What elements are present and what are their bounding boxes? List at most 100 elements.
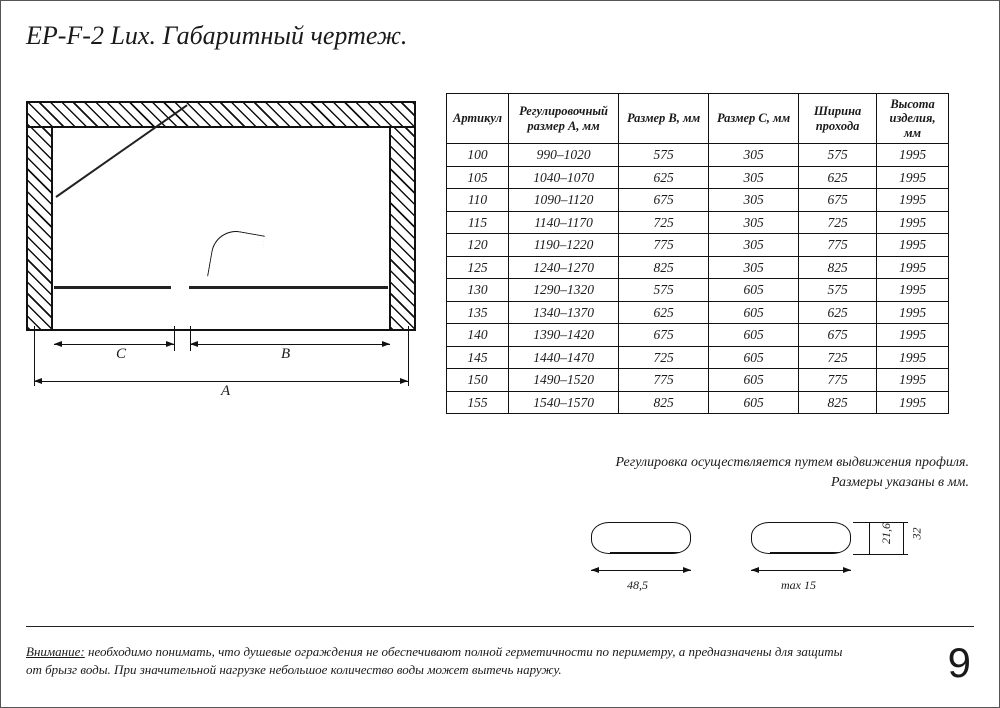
table-cell: 1240–1270 xyxy=(509,256,619,279)
col-header: Высота изделия, мм xyxy=(877,94,949,144)
table-cell: 1995 xyxy=(877,301,949,324)
table-cell: 725 xyxy=(619,346,709,369)
table-cell: 135 xyxy=(447,301,509,324)
pdim-line-1 xyxy=(591,570,691,571)
table-cell: 605 xyxy=(709,391,799,414)
table-cell: 1995 xyxy=(877,144,949,167)
table-cell: 605 xyxy=(709,369,799,392)
profile-dim-48-5: 48,5 xyxy=(627,578,648,593)
dim-ext-b xyxy=(190,326,191,351)
warning-text: Внимание: необходимо понимать, что душев… xyxy=(26,643,856,679)
dim-ext-left xyxy=(34,326,35,386)
table-cell: 575 xyxy=(619,279,709,302)
table-cell: 1995 xyxy=(877,324,949,347)
table-cell: 155 xyxy=(447,391,509,414)
col-header: Регулировочный размер А, мм xyxy=(509,94,619,144)
table-row: 1501490–15207756057751995 xyxy=(447,369,949,392)
table-cell: 305 xyxy=(709,256,799,279)
table-cell: 305 xyxy=(709,144,799,167)
table-cell: 305 xyxy=(709,166,799,189)
table-cell: 1040–1070 xyxy=(509,166,619,189)
table-row: 1051040–10706253056251995 xyxy=(447,166,949,189)
table-cell: 150 xyxy=(447,369,509,392)
table-cell: 605 xyxy=(709,324,799,347)
table-cell: 145 xyxy=(447,346,509,369)
table-cell: 1995 xyxy=(877,346,949,369)
table-cell: 305 xyxy=(709,211,799,234)
table-cell: 575 xyxy=(799,279,877,302)
table-row: 1151140–11707253057251995 xyxy=(447,211,949,234)
table-row: 1251240–12708253058251995 xyxy=(447,256,949,279)
table-cell: 825 xyxy=(619,391,709,414)
table-cell: 1995 xyxy=(877,256,949,279)
dim-ext-right xyxy=(408,326,409,386)
pdim-v1 xyxy=(869,522,870,554)
page-number: 9 xyxy=(948,639,971,687)
profile-2 xyxy=(751,522,851,554)
table-cell: 120 xyxy=(447,234,509,257)
table-cell: 775 xyxy=(619,369,709,392)
table-cell: 140 xyxy=(447,324,509,347)
table-row: 100990–10205753055751995 xyxy=(447,144,949,167)
table-cell: 725 xyxy=(799,211,877,234)
table-cell: 675 xyxy=(619,189,709,212)
opening xyxy=(52,127,390,330)
table-cell: 625 xyxy=(799,166,877,189)
table-cell: 1995 xyxy=(877,211,949,234)
table-cell: 575 xyxy=(799,144,877,167)
table-cell: 775 xyxy=(619,234,709,257)
wall-hatch-top xyxy=(27,102,415,127)
col-header: Ширина прохода xyxy=(799,94,877,144)
note-line-2: Размеры указаны в мм. xyxy=(616,473,970,493)
table-cell: 1440–1470 xyxy=(509,346,619,369)
table-cell: 1390–1420 xyxy=(509,324,619,347)
table-cell: 125 xyxy=(447,256,509,279)
table-cell: 825 xyxy=(799,256,877,279)
dim-ext-c xyxy=(174,326,175,351)
table-cell: 100 xyxy=(447,144,509,167)
profile-dim-32: 32 xyxy=(910,528,925,540)
table-cell: 775 xyxy=(799,369,877,392)
table-cell: 1140–1170 xyxy=(509,211,619,234)
door-gap xyxy=(171,281,189,294)
table-row: 1451440–14707256057251995 xyxy=(447,346,949,369)
table-cell: 305 xyxy=(709,234,799,257)
table-cell: 1995 xyxy=(877,391,949,414)
table-cell: 775 xyxy=(799,234,877,257)
pdim-h2 xyxy=(853,554,908,555)
note-line-1: Регулировка осуществляется путем выдвиже… xyxy=(616,453,970,473)
table-cell: 605 xyxy=(709,301,799,324)
door-panels xyxy=(54,286,388,289)
pdim-v2 xyxy=(903,522,904,554)
table-cell: 675 xyxy=(799,324,877,347)
profile-dim-21-6: 21,6 xyxy=(879,523,894,544)
table-cell: 1540–1570 xyxy=(509,391,619,414)
dim-label-B: B xyxy=(281,346,290,363)
table-cell: 1340–1370 xyxy=(509,301,619,324)
warning-label: Внимание: xyxy=(26,644,85,659)
profile-drawings: 48,5 max 15 21,6 32 xyxy=(591,516,971,626)
table-cell: 305 xyxy=(709,189,799,212)
table-cell: 625 xyxy=(799,301,877,324)
table-cell: 725 xyxy=(799,346,877,369)
table-cell: 1995 xyxy=(877,166,949,189)
dim-label-C: C xyxy=(116,346,126,363)
table-cell: 115 xyxy=(447,211,509,234)
table-cell: 1995 xyxy=(877,189,949,212)
dim-label-A: A xyxy=(221,383,230,400)
warning-body: необходимо понимать, что душевые огражде… xyxy=(26,644,842,677)
table-cell: 990–1020 xyxy=(509,144,619,167)
pdim-line-2 xyxy=(751,570,851,571)
col-header: Размер С, мм xyxy=(709,94,799,144)
table-cell: 1995 xyxy=(877,234,949,257)
col-header: Размер В, мм xyxy=(619,94,709,144)
table-row: 1351340–13706256056251995 xyxy=(447,301,949,324)
dim-line-A xyxy=(34,381,408,382)
table-row: 1401390–14206756056751995 xyxy=(447,324,949,347)
table-row: 1201190–12207753057751995 xyxy=(447,234,949,257)
table-cell: 675 xyxy=(799,189,877,212)
table-cell: 105 xyxy=(447,166,509,189)
dim-line-C xyxy=(54,344,174,345)
table-cell: 1090–1120 xyxy=(509,189,619,212)
table-cell: 605 xyxy=(709,279,799,302)
